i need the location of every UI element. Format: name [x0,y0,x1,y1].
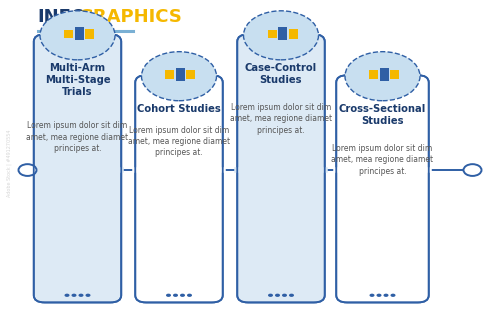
Bar [64,29,73,38]
Bar [85,29,94,39]
Circle shape [72,294,76,297]
Text: GRAPHICS: GRAPHICS [78,8,182,26]
Bar [268,29,276,38]
Bar [278,27,287,40]
Circle shape [345,52,420,101]
Text: INFO: INFO [38,8,86,26]
Bar [288,29,298,39]
Text: Multi-Arm
Multi-Stage
Trials: Multi-Arm Multi-Stage Trials [44,63,110,97]
Circle shape [18,164,36,176]
Text: Case-Control
Studies: Case-Control Studies [245,63,317,85]
Text: Lorem ipsum dolor sit dim
amet, mea regione diamet
principes at.: Lorem ipsum dolor sit dim amet, mea regi… [26,121,128,153]
Circle shape [370,294,374,297]
Bar [166,71,174,78]
Circle shape [282,294,287,297]
Circle shape [166,294,171,297]
FancyBboxPatch shape [34,34,121,302]
Circle shape [78,294,84,297]
Text: Lorem ipsum dolor sit dim
amet, mea regione diamet
principes at.: Lorem ipsum dolor sit dim amet, mea regi… [230,103,332,135]
Text: Adobe Stock | #491270554: Adobe Stock | #491270554 [6,130,12,197]
FancyBboxPatch shape [135,75,222,302]
Text: Cohort Studies: Cohort Studies [137,104,221,114]
Circle shape [464,164,481,176]
Bar [380,68,388,81]
Text: Lorem ipsum dolor sit dim
amet, mea regione diamet
principes at.: Lorem ipsum dolor sit dim amet, mea regi… [128,126,230,158]
Bar [390,70,399,79]
Circle shape [173,294,178,297]
Circle shape [376,294,382,297]
Circle shape [275,294,280,297]
Circle shape [384,294,388,297]
Circle shape [180,294,185,297]
Circle shape [187,294,192,297]
Circle shape [86,294,90,297]
Circle shape [390,294,396,297]
Bar [176,68,185,81]
Bar [74,27,84,40]
Bar [369,71,378,78]
Text: Cross-Sectional
Studies: Cross-Sectional Studies [339,104,426,126]
Circle shape [40,11,115,60]
Circle shape [142,52,216,101]
Circle shape [244,11,318,60]
FancyBboxPatch shape [238,34,325,302]
Circle shape [268,294,273,297]
Circle shape [64,294,70,297]
Bar [186,70,196,79]
Circle shape [289,294,294,297]
Text: Lorem ipsum dolor sit dim
amet, mea regione diamet
principes at.: Lorem ipsum dolor sit dim amet, mea regi… [332,144,434,176]
FancyBboxPatch shape [336,75,428,302]
